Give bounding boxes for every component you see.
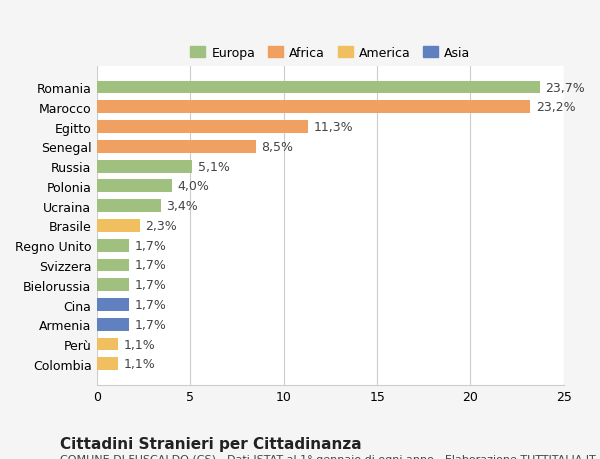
Bar: [97, 259, 129, 272]
Bar: [97, 160, 192, 173]
Text: 8,5%: 8,5%: [262, 140, 293, 154]
Text: 1,7%: 1,7%: [134, 279, 166, 291]
Text: Cittadini Stranieri per Cittadinanza: Cittadini Stranieri per Cittadinanza: [60, 436, 362, 451]
Legend: Europa, Africa, America, Asia: Europa, Africa, America, Asia: [185, 41, 476, 64]
Text: 3,4%: 3,4%: [166, 200, 198, 213]
Bar: [97, 140, 256, 153]
Bar: [97, 358, 118, 370]
Text: 1,7%: 1,7%: [134, 298, 166, 311]
Bar: [97, 200, 161, 213]
Text: 1,7%: 1,7%: [134, 259, 166, 272]
Bar: [97, 82, 539, 94]
Text: 23,7%: 23,7%: [545, 81, 585, 95]
Text: 1,1%: 1,1%: [123, 338, 155, 351]
Text: 1,1%: 1,1%: [123, 358, 155, 370]
Text: 11,3%: 11,3%: [314, 121, 353, 134]
Bar: [97, 279, 129, 291]
Bar: [97, 180, 172, 193]
Text: 4,0%: 4,0%: [178, 180, 209, 193]
Text: 1,7%: 1,7%: [134, 239, 166, 252]
Bar: [97, 318, 129, 331]
Bar: [97, 338, 118, 351]
Text: 1,7%: 1,7%: [134, 318, 166, 331]
Bar: [97, 121, 308, 134]
Text: 2,3%: 2,3%: [146, 219, 178, 232]
Text: 23,2%: 23,2%: [536, 101, 575, 114]
Bar: [97, 239, 129, 252]
Text: 5,1%: 5,1%: [198, 160, 230, 173]
Text: COMUNE DI FUSCALDO (CS) - Dati ISTAT al 1° gennaio di ogni anno - Elaborazione T: COMUNE DI FUSCALDO (CS) - Dati ISTAT al …: [60, 454, 596, 459]
Bar: [97, 219, 140, 232]
Bar: [97, 101, 530, 114]
Bar: [97, 298, 129, 311]
